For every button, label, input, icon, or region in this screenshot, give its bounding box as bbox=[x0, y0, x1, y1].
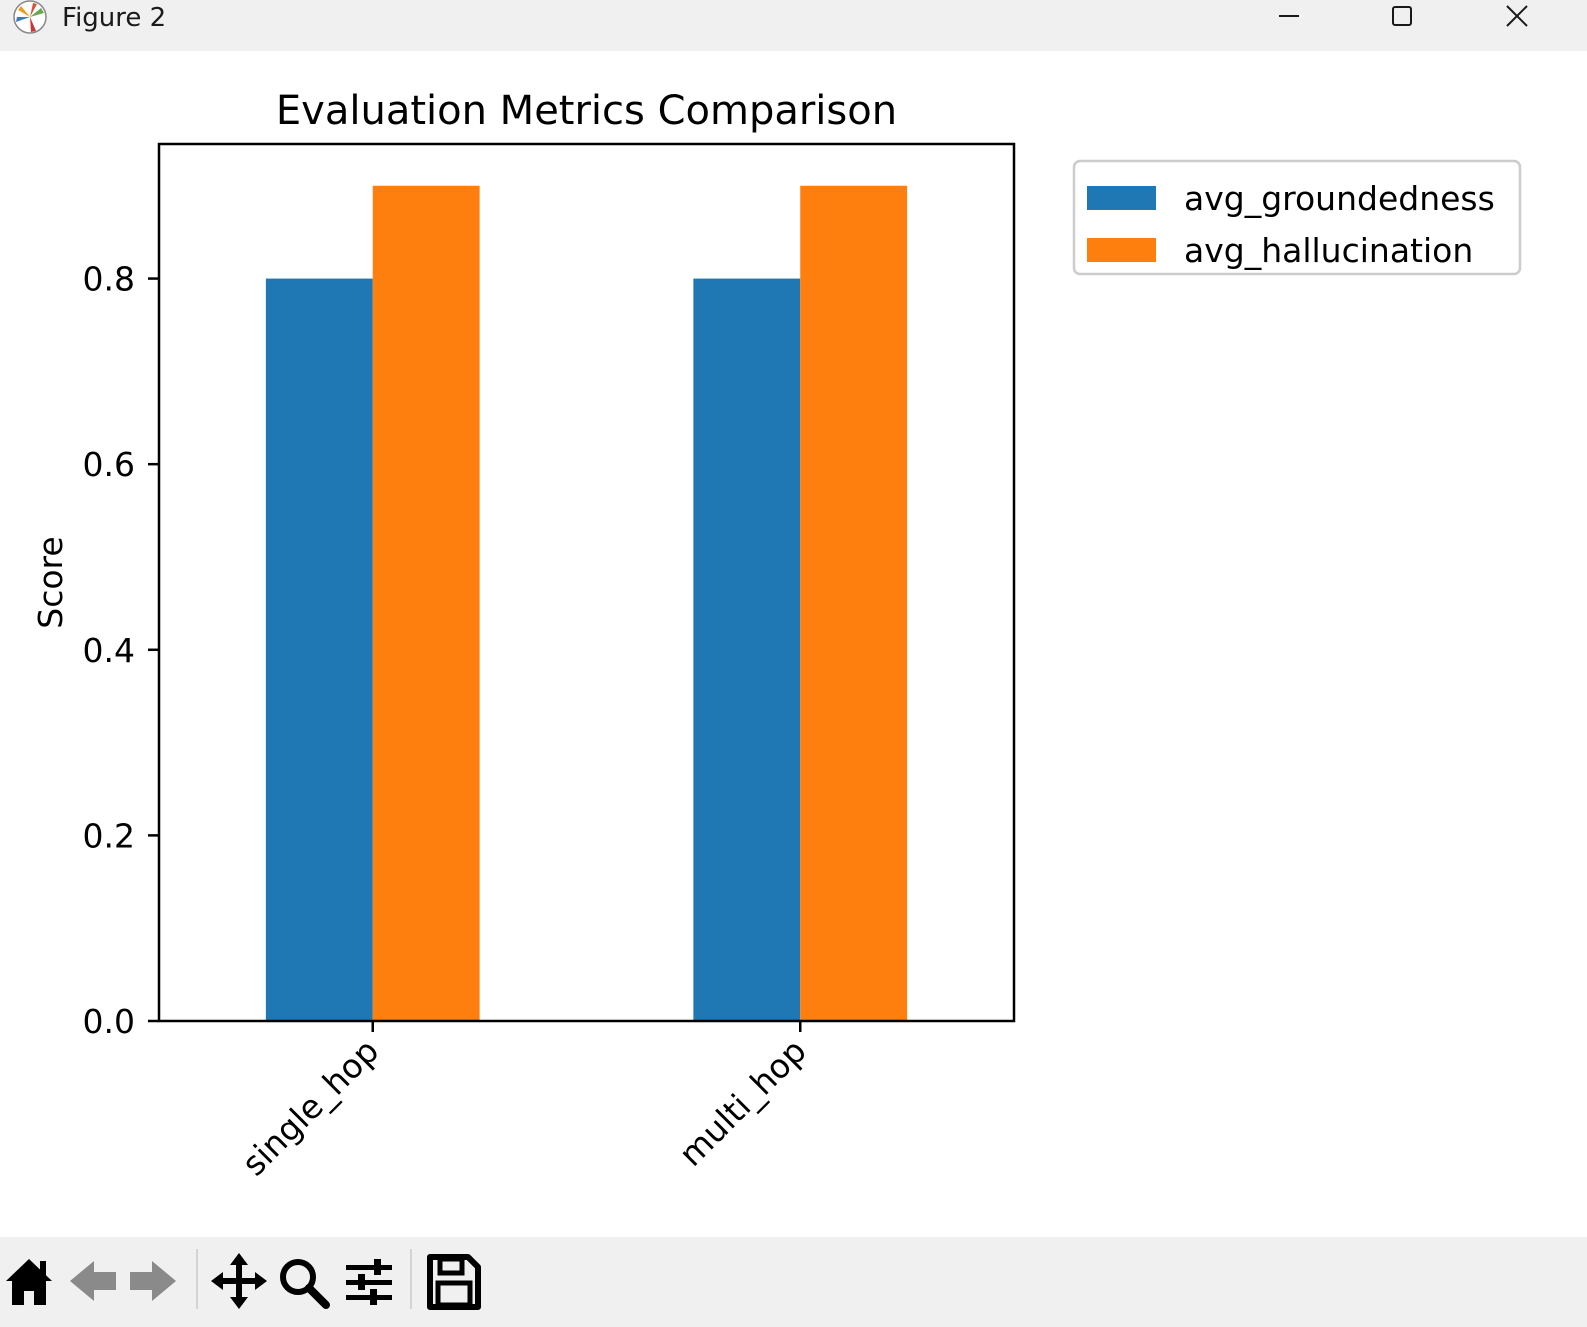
configure-subplots-button[interactable] bbox=[340, 1247, 398, 1311]
window-title: Figure 2 bbox=[62, 3, 167, 33]
forward-arrow-icon bbox=[130, 1261, 176, 1301]
x-tick-label: multi_hop bbox=[671, 1031, 814, 1174]
zoom-icon bbox=[280, 1259, 330, 1309]
axes-frame bbox=[157, 142, 1016, 1023]
bar-avg_hallucination-multi_hop bbox=[800, 185, 908, 1021]
figure-canvas[interactable]: Evaluation Metrics Comparison 0.0 0.2 0.4 0.… bbox=[0, 51, 1587, 1237]
close-button[interactable] bbox=[1482, 0, 1552, 36]
navigation-toolbar bbox=[0, 1237, 1587, 1327]
legend-swatch-avg_groundedness bbox=[1087, 186, 1156, 210]
matplotlib-logo-icon bbox=[11, 0, 51, 36]
bar-avg_hallucination-single_hop bbox=[372, 185, 480, 1021]
save-icon bbox=[427, 1254, 481, 1310]
save-button[interactable] bbox=[424, 1247, 482, 1311]
legend-label-avg_groundedness: avg_groundedness bbox=[1184, 179, 1495, 218]
y-tick-label: 0.8 bbox=[83, 260, 135, 299]
forward-button[interactable] bbox=[124, 1247, 182, 1311]
pan-icon bbox=[211, 1253, 267, 1309]
minimize-button[interactable] bbox=[1254, 0, 1324, 36]
zoom-button[interactable] bbox=[274, 1247, 332, 1311]
toolbar-separator bbox=[410, 1249, 412, 1309]
y-tick-label: 0.0 bbox=[83, 1002, 135, 1041]
toolbar-separator bbox=[196, 1249, 198, 1309]
legend-swatch-avg_hallucination bbox=[1087, 238, 1156, 262]
chart-title: Evaluation Metrics Comparison bbox=[276, 88, 897, 134]
bar-avg_groundedness-single_hop bbox=[265, 278, 373, 1021]
close-icon bbox=[1506, 5, 1528, 27]
y-tick-label: 0.4 bbox=[83, 631, 135, 670]
x-tick-label: single_hop bbox=[234, 1031, 386, 1183]
legend-box bbox=[1072, 159, 1522, 276]
window-titlebar: Figure 2 bbox=[0, 0, 1587, 51]
y-axis-label: Score bbox=[31, 536, 70, 628]
y-tick-label: 0.2 bbox=[83, 816, 135, 855]
legend-label-avg_hallucination: avg_hallucination bbox=[1184, 231, 1473, 270]
back-button[interactable] bbox=[64, 1247, 122, 1311]
minimize-icon bbox=[1279, 15, 1299, 17]
maximize-button[interactable] bbox=[1368, 0, 1438, 36]
maximize-icon bbox=[1392, 6, 1412, 26]
home-icon bbox=[6, 1259, 52, 1305]
bar-chart: Evaluation Metrics Comparison 0.0 0.2 0.4 0.… bbox=[31, 88, 1522, 1183]
y-tick-label: 0.6 bbox=[83, 445, 135, 484]
bar-avg_groundedness-multi_hop bbox=[693, 278, 801, 1021]
home-button[interactable] bbox=[0, 1247, 58, 1311]
pan-button[interactable] bbox=[210, 1247, 268, 1311]
configure-subplots-icon bbox=[346, 1259, 392, 1305]
back-arrow-icon bbox=[70, 1261, 116, 1301]
